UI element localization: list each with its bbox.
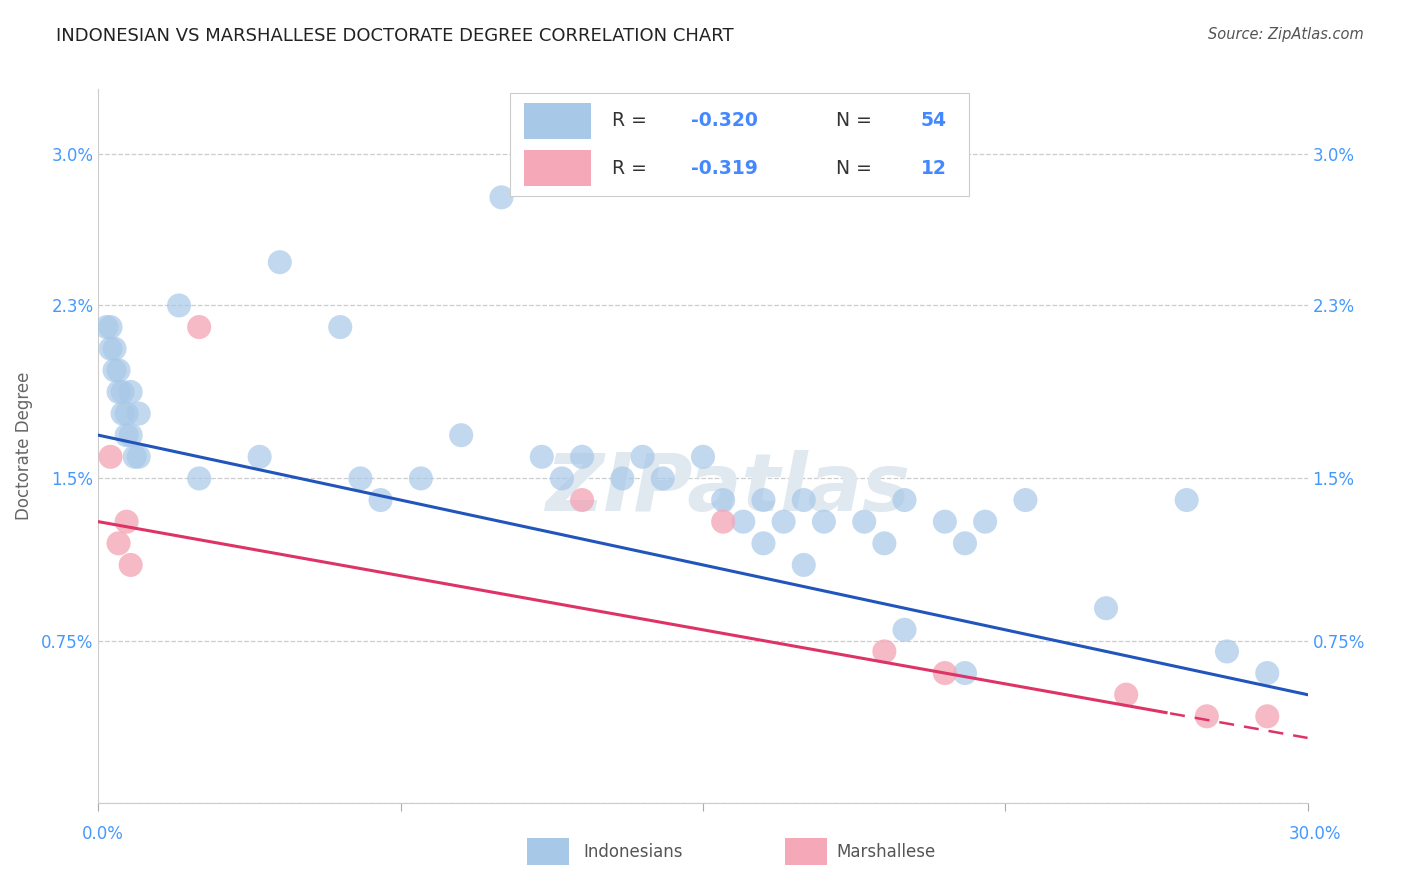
Point <box>752 493 775 508</box>
Point <box>120 558 142 572</box>
Point <box>1216 644 1239 658</box>
Point <box>953 666 976 681</box>
Point <box>100 450 122 464</box>
Point <box>370 493 392 508</box>
Point <box>853 515 876 529</box>
Point <box>120 384 142 399</box>
Point <box>491 190 513 204</box>
FancyBboxPatch shape <box>524 151 591 186</box>
Text: N =: N = <box>824 159 884 178</box>
Text: 54: 54 <box>921 112 946 130</box>
Point <box>551 471 574 485</box>
Point <box>107 384 129 399</box>
Y-axis label: Doctorate Degree: Doctorate Degree <box>15 372 32 520</box>
Point <box>873 536 896 550</box>
Point <box>793 558 815 572</box>
Point <box>873 644 896 658</box>
Text: Marshallese: Marshallese <box>837 843 936 861</box>
Point <box>631 450 654 464</box>
Point <box>111 384 134 399</box>
Point <box>167 298 190 312</box>
Point <box>188 320 211 334</box>
Text: R =: R = <box>613 159 659 178</box>
Point <box>571 493 593 508</box>
Point <box>409 471 432 485</box>
FancyBboxPatch shape <box>524 103 591 138</box>
Point <box>530 450 553 464</box>
Point <box>249 450 271 464</box>
Point <box>115 428 138 442</box>
Text: N =: N = <box>824 112 877 130</box>
Text: Indonesians: Indonesians <box>583 843 683 861</box>
Point <box>107 363 129 377</box>
Point <box>651 471 673 485</box>
Text: R =: R = <box>613 112 654 130</box>
Point <box>1014 493 1036 508</box>
Point <box>1256 709 1278 723</box>
Point <box>115 407 138 421</box>
Point <box>711 493 734 508</box>
Point <box>893 623 915 637</box>
Point <box>115 515 138 529</box>
Text: Source: ZipAtlas.com: Source: ZipAtlas.com <box>1208 27 1364 42</box>
Point <box>96 320 118 334</box>
Point <box>124 450 146 464</box>
Point <box>103 342 125 356</box>
Point <box>100 320 122 334</box>
Text: 30.0%: 30.0% <box>1288 825 1341 843</box>
Point <box>934 666 956 681</box>
Point <box>813 515 835 529</box>
Point <box>953 536 976 550</box>
Point <box>711 515 734 529</box>
Point <box>733 515 755 529</box>
Point <box>100 342 122 356</box>
Point <box>329 320 352 334</box>
Point <box>571 450 593 464</box>
FancyBboxPatch shape <box>509 93 969 196</box>
Point <box>893 493 915 508</box>
Point <box>692 450 714 464</box>
Point <box>128 407 150 421</box>
Text: 0.0%: 0.0% <box>82 825 124 843</box>
Text: -0.319: -0.319 <box>690 159 758 178</box>
Point <box>974 515 997 529</box>
Text: ZIPatlas: ZIPatlas <box>544 450 910 528</box>
Text: -0.320: -0.320 <box>690 112 758 130</box>
Point <box>450 428 472 442</box>
Point <box>1095 601 1118 615</box>
Point <box>349 471 371 485</box>
Text: 12: 12 <box>921 159 946 178</box>
Point <box>752 536 775 550</box>
Point <box>1256 666 1278 681</box>
Text: INDONESIAN VS MARSHALLESE DOCTORATE DEGREE CORRELATION CHART: INDONESIAN VS MARSHALLESE DOCTORATE DEGR… <box>56 27 734 45</box>
Point <box>103 363 125 377</box>
Point <box>1175 493 1198 508</box>
Point <box>772 515 794 529</box>
Point <box>934 515 956 529</box>
Point <box>111 407 134 421</box>
Point <box>120 428 142 442</box>
Point <box>1195 709 1218 723</box>
Point <box>269 255 291 269</box>
Point <box>1115 688 1137 702</box>
Point <box>188 471 211 485</box>
Point <box>612 471 634 485</box>
Point <box>128 450 150 464</box>
Point <box>793 493 815 508</box>
Point <box>107 536 129 550</box>
